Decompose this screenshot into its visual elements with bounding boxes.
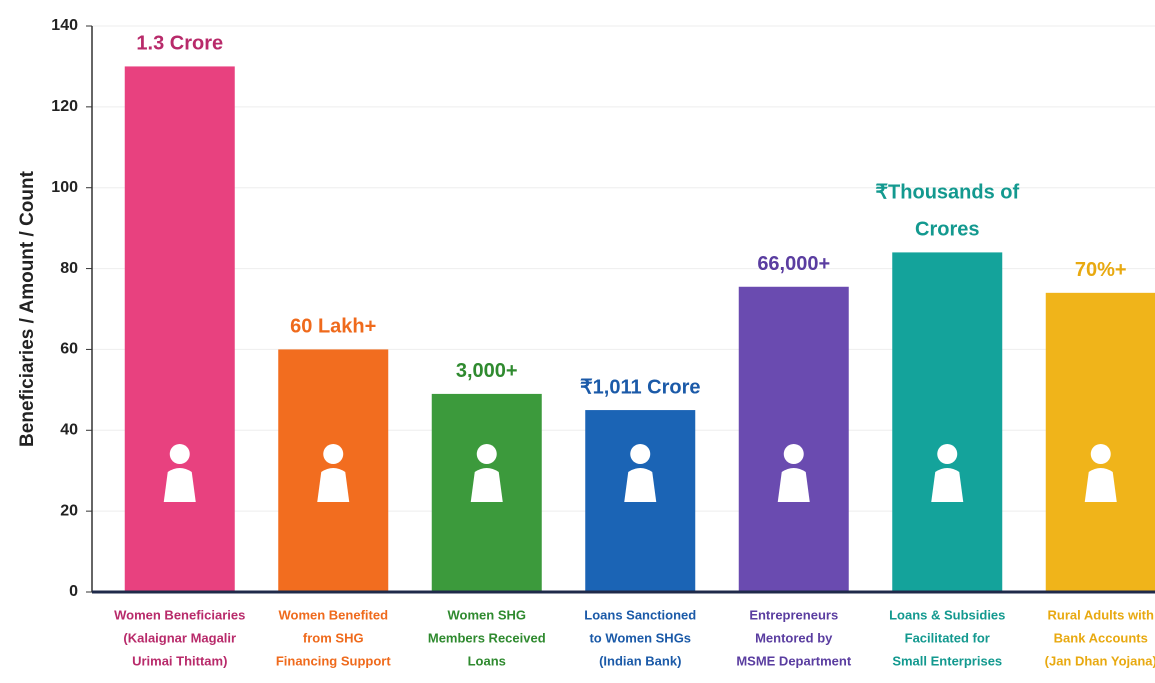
icon <box>169 444 190 464</box>
x-tick-label: Members Received <box>428 630 546 645</box>
x-tick-label: (Kalaignar Magalir <box>123 630 236 645</box>
icon <box>323 444 344 464</box>
x-tick-label: Urimai Thittam) <box>132 653 227 668</box>
x-tick-label: Women SHG <box>448 607 527 622</box>
y-tick-label: 20 <box>60 502 78 519</box>
x-tick-label: Small Enterprises <box>892 653 1002 668</box>
x-tick-label: Rural Adults with <box>1048 607 1154 622</box>
y-tick-label: 80 <box>60 260 78 277</box>
x-tick-label: from SHG <box>303 630 364 645</box>
icon <box>470 468 503 502</box>
bar-label: 66,000+ <box>757 253 830 275</box>
x-tick-label: MSME Department <box>736 653 852 668</box>
icon <box>931 468 964 502</box>
x-tick-label: (Jan Dhan Yojana) <box>1045 653 1155 668</box>
icon <box>783 444 804 464</box>
icon <box>476 444 497 464</box>
x-tick-label: Loans & Subsidies <box>889 607 1005 622</box>
x-tick-label: Mentored by <box>755 630 833 645</box>
bar <box>892 252 1003 592</box>
y-tick-label: 0 <box>69 583 78 600</box>
icon <box>163 468 196 502</box>
bar-label: 70%+ <box>1075 259 1127 281</box>
icon <box>317 468 350 502</box>
bar-label: ₹1,011 Crore <box>580 376 701 398</box>
x-tick-label: Loans <box>468 653 506 668</box>
bar-label: Crores <box>915 219 979 241</box>
bar-label: 3,000+ <box>456 360 518 382</box>
x-tick-label: Women Beneficiaries <box>114 607 245 622</box>
y-tick-label: 40 <box>60 422 78 439</box>
x-tick-label: (Indian Bank) <box>599 653 681 668</box>
icon <box>1090 444 1111 464</box>
icon <box>777 468 810 502</box>
x-tick-label: to Women SHGs <box>589 630 691 645</box>
icon <box>630 444 651 464</box>
bar-label: ₹Thousands of <box>875 182 1019 204</box>
x-tick-label: Loans Sanctioned <box>584 607 696 622</box>
bar <box>124 66 235 592</box>
icon <box>624 468 657 502</box>
x-tick-label: Bank Accounts <box>1054 630 1148 645</box>
bar <box>738 286 849 592</box>
bar <box>1045 292 1155 592</box>
y-tick-label: 140 <box>51 17 78 34</box>
icon <box>937 444 958 464</box>
y-tick-label: 60 <box>60 341 78 358</box>
y-axis-label: Beneficiaries / Amount / Count <box>17 170 38 447</box>
x-tick-label: Women Benefited <box>278 607 388 622</box>
x-tick-label: Entrepreneurs <box>749 607 838 622</box>
icon <box>1084 468 1117 502</box>
x-tick-label: Facilitated for <box>905 630 990 645</box>
y-tick-label: 100 <box>51 179 78 196</box>
bar-label: 60 Lakh+ <box>290 316 376 338</box>
bar-label: 1.3 Crore <box>136 33 223 55</box>
x-tick-label: Financing Support <box>276 653 391 668</box>
y-tick-label: 120 <box>51 98 78 115</box>
